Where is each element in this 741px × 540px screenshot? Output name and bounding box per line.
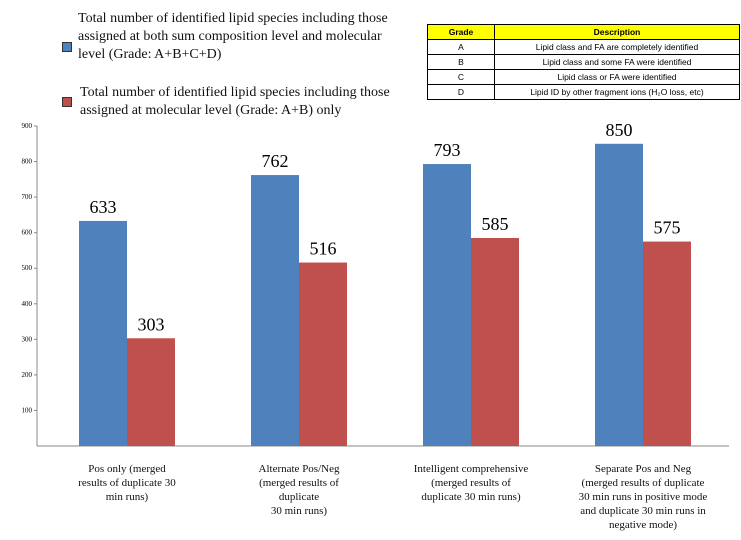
- grade-table: Grade Description A Lipid class and FA are…: [427, 24, 740, 100]
- bar: [299, 262, 347, 446]
- data-label: 585: [482, 214, 509, 234]
- x-tick-label: Pos only (merged results of duplicate 30…: [78, 463, 176, 503]
- bar: [127, 338, 175, 446]
- data-label: 633: [90, 197, 117, 217]
- bar: [471, 238, 519, 446]
- table-header: Grade: [427, 24, 495, 40]
- table-cell: C: [427, 69, 495, 85]
- data-label: 793: [434, 140, 461, 160]
- y-tick-label: 200: [22, 371, 33, 379]
- y-tick-label: 400: [22, 300, 33, 308]
- data-label: 303: [138, 314, 165, 334]
- table-cell: Lipid ID by other fragment ions (H₂O los…: [494, 84, 740, 100]
- y-tick-label: 500: [22, 264, 33, 272]
- table-cell: Lipid class and FA are completely identi…: [494, 39, 740, 55]
- data-label: 575: [654, 218, 681, 238]
- bar: [595, 143, 643, 446]
- x-tick-label: Alternate Pos/Neg (merged results of dup…: [258, 463, 340, 517]
- legend-label: Total number of identified lipid species…: [78, 11, 388, 62]
- table-header: Description: [494, 24, 740, 40]
- table-cell: B: [427, 54, 495, 70]
- bar: [423, 164, 471, 447]
- table-cell: D: [427, 84, 495, 100]
- data-label: 850: [606, 120, 633, 140]
- bar: [251, 175, 299, 447]
- data-label: 762: [262, 151, 289, 171]
- y-tick-label: 700: [22, 193, 33, 201]
- legend-swatch: [62, 97, 72, 107]
- bar: [79, 220, 127, 446]
- y-tick-label: 100: [22, 406, 33, 414]
- table-cell: Lipid class or FA were identified: [494, 69, 740, 85]
- legend-swatch: [62, 42, 72, 52]
- table-cell: Lipid class and some FA were identified: [494, 54, 740, 70]
- legend-label: Total number of identified lipid species…: [80, 85, 390, 118]
- data-label: 516: [310, 239, 337, 259]
- x-tick-label: Intelligent comprehensive (merged result…: [413, 463, 529, 503]
- x-tick-label: Separate Pos and Neg (merged results of …: [578, 463, 708, 531]
- y-tick-label: 900: [22, 122, 33, 130]
- y-tick-label: 300: [22, 335, 33, 343]
- y-tick-label: 800: [22, 158, 33, 166]
- table-cell: A: [427, 39, 495, 55]
- y-tick-label: 600: [22, 229, 33, 237]
- bar: [643, 241, 691, 446]
